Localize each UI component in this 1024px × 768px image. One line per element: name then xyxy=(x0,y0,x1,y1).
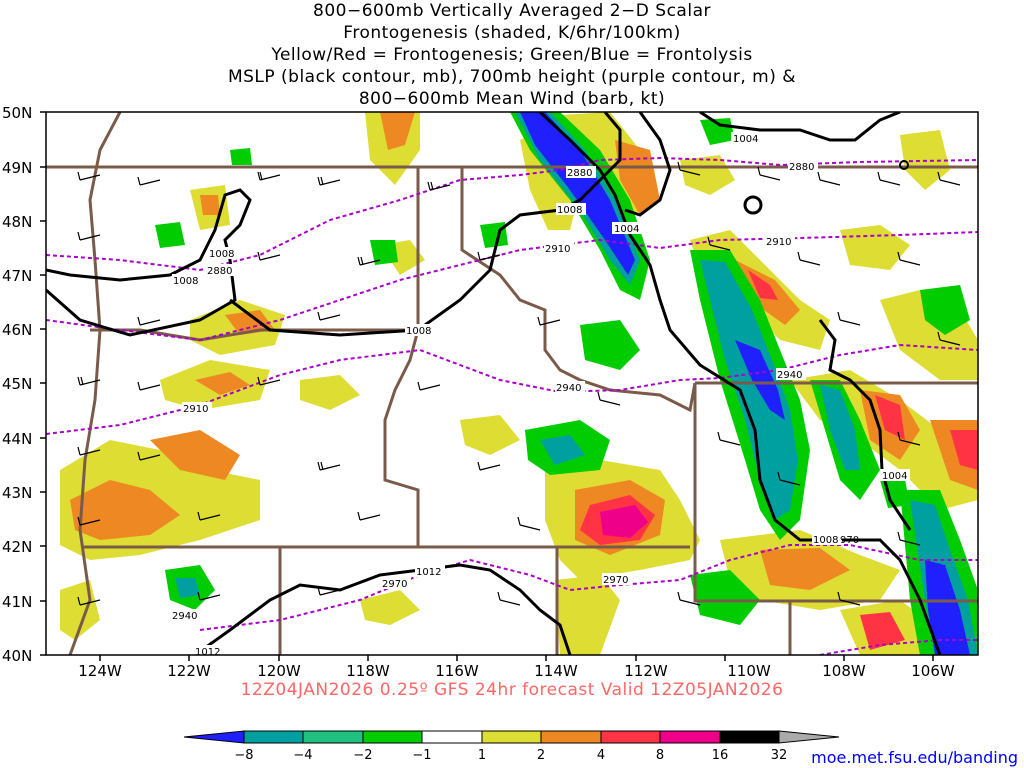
state-borders xyxy=(46,112,978,655)
height-label: 2910 xyxy=(766,237,791,248)
lat-label: 40N xyxy=(2,647,32,665)
mslp-label: 1008 xyxy=(173,276,198,287)
lat-label: 41N xyxy=(2,593,32,611)
lat-label: 49N xyxy=(2,159,32,177)
colorbar-label: 8 xyxy=(655,748,665,763)
colorbar-label: 2 xyxy=(536,748,546,763)
lat-label: 43N xyxy=(2,484,32,502)
lon-label: 112W xyxy=(624,662,668,680)
height-label: 2880 xyxy=(567,168,592,179)
colorbar-arrow-right xyxy=(778,730,840,744)
or-id-border xyxy=(383,329,420,547)
wy-border xyxy=(693,383,978,603)
longitude-axis: 124W 122W 120W 118W 116W 114W 112W 110W … xyxy=(78,655,955,680)
lon-label: 118W xyxy=(346,662,390,680)
lat-label: 50N xyxy=(2,104,32,122)
mslp-label: 1012 xyxy=(195,647,220,658)
lon-label: 124W xyxy=(78,662,122,680)
map-title: 800−600mb Vertically Averaged 2−D Scalar… xyxy=(0,0,1024,110)
colorbar-label: 32 xyxy=(770,748,788,763)
mslp-label: 1008 xyxy=(813,535,838,546)
id-mt-border xyxy=(460,167,697,413)
lon-label: 116W xyxy=(435,662,479,680)
height-label: 2910 xyxy=(545,244,570,255)
title-line-4: MSLP (black contour, mb), 700mb height (… xyxy=(227,67,797,87)
lat-label: 48N xyxy=(2,213,32,231)
latitude-axis: 50N 49N 48N 47N 46N 45N 44N 43N 42N 41N … xyxy=(2,104,46,665)
lon-label: 114W xyxy=(534,662,578,680)
height-label: 2970 xyxy=(382,579,407,590)
credit-link[interactable]: moe.met.fsu.edu/banding xyxy=(811,748,1018,767)
contour-labels: 1004 1008 1008 1008 1004 1008 1012 1012 … xyxy=(171,132,910,658)
title-line-3: Yellow/Red = Frontogenesis; Green/Blue =… xyxy=(271,45,753,65)
mslp-label: 970 xyxy=(840,535,859,546)
lon-label: 122W xyxy=(167,662,211,680)
mslp-label: 1008 xyxy=(209,249,234,260)
colorbar-label: −4 xyxy=(293,748,313,763)
title-line-2: Frontogenesis (shaded, K/6hr/100km) xyxy=(343,23,681,43)
colorbar-label: 4 xyxy=(596,748,606,763)
colorbar-arrow-left xyxy=(183,730,245,744)
mslp-label: 1004 xyxy=(733,134,758,145)
wa-or-border xyxy=(90,328,418,342)
title-line-5: 800−600mb Mean Wind (barb, kt) xyxy=(358,89,666,109)
title-line-1: 800−600mb Vertically Averaged 2−D Scalar xyxy=(313,1,711,21)
colorbar-label: 1 xyxy=(477,748,487,763)
colorbar-label: −2 xyxy=(353,748,373,763)
height-label: 2940 xyxy=(556,383,581,394)
forecast-valid-footer: 12Z04JAN2026 0.25º GFS 24hr forecast Val… xyxy=(240,680,784,700)
mslp-label: 1008 xyxy=(557,205,582,216)
lat-label: 46N xyxy=(2,321,32,339)
mslp-label: 1012 xyxy=(416,567,441,578)
mslp-label: 1004 xyxy=(614,224,639,235)
lon-label: 108W xyxy=(822,662,866,680)
height-label: 2970 xyxy=(603,575,628,586)
height-label: 2880 xyxy=(789,162,814,173)
lat-label: 42N xyxy=(2,538,32,556)
height-label: 2910 xyxy=(183,404,208,415)
lat-label: 44N xyxy=(2,430,32,448)
colorbar-label: −1 xyxy=(412,748,432,763)
mslp-label: 1004 xyxy=(882,471,907,482)
height-label: 2940 xyxy=(172,611,197,622)
lat-label: 45N xyxy=(2,375,32,393)
lon-label: 106W xyxy=(911,662,955,680)
height-label: 2880 xyxy=(207,266,232,277)
lat-label: 47N xyxy=(2,267,32,285)
pacific-coast xyxy=(68,112,122,655)
colorbar xyxy=(183,730,840,744)
wind-barbs xyxy=(77,161,961,606)
colorbar-label: 16 xyxy=(711,748,729,763)
lon-label: 110W xyxy=(727,662,771,680)
mslp-label: 1008 xyxy=(406,326,431,337)
lon-label: 120W xyxy=(257,662,301,680)
colorbar-label: −8 xyxy=(234,748,254,763)
height-label: 2940 xyxy=(777,370,802,381)
